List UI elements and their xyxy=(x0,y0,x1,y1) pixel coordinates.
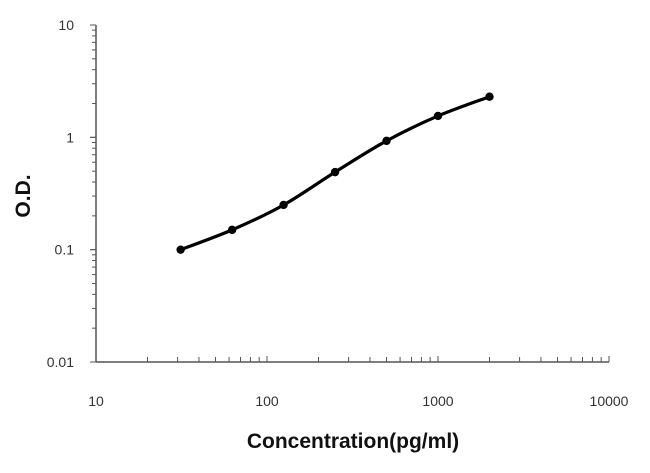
data-point xyxy=(382,136,391,146)
x-tick-label: 10000 xyxy=(590,393,629,409)
data-point xyxy=(433,111,443,121)
data-point xyxy=(227,225,237,235)
data-point xyxy=(176,245,185,254)
x-tick-label: 100 xyxy=(255,393,279,409)
data-point xyxy=(279,200,288,210)
y-tick-label: 0.1 xyxy=(55,242,75,258)
axes xyxy=(90,24,610,363)
y-tick-label: 0.01 xyxy=(47,354,74,370)
y-axis-label: O.D. xyxy=(12,174,35,217)
data-points xyxy=(176,92,494,254)
x-axis-label: Concentration(pg/ml) xyxy=(247,430,459,453)
y-tick-label: 10 xyxy=(58,17,74,33)
x-tick-label: 1000 xyxy=(422,393,453,409)
y-tick-label: 1 xyxy=(66,129,74,145)
tick-labels: 10 100 1000 10000 0.01 0.1 1 10 xyxy=(47,17,629,409)
x-tick-label: 10 xyxy=(88,393,104,409)
data-point xyxy=(485,92,494,101)
data-point xyxy=(330,167,340,177)
